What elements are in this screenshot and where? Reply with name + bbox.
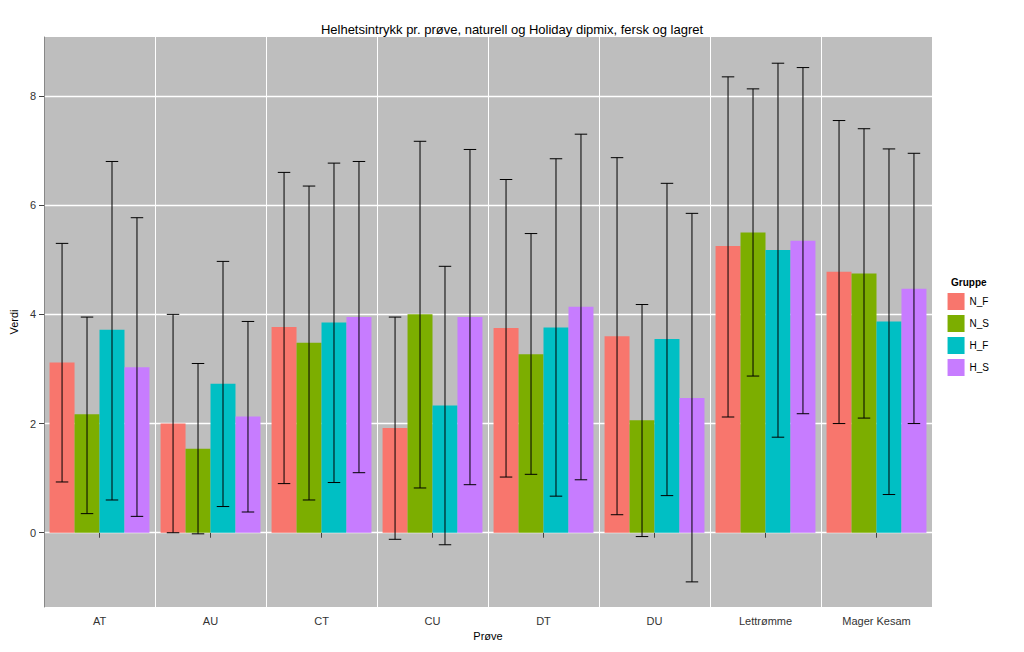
svg-text:Gruppe: Gruppe xyxy=(951,277,987,288)
svg-text:DT: DT xyxy=(536,615,551,627)
svg-text:AT: AT xyxy=(93,615,107,627)
svg-text:CT: CT xyxy=(314,615,329,627)
svg-text:N_S: N_S xyxy=(970,318,990,329)
svg-text:H_F: H_F xyxy=(970,340,989,351)
svg-text:0: 0 xyxy=(30,527,36,539)
svg-text:N_F: N_F xyxy=(970,296,989,307)
svg-text:6: 6 xyxy=(30,199,36,211)
svg-text:H_S: H_S xyxy=(970,362,990,373)
svg-text:Lettrømme: Lettrømme xyxy=(739,615,792,627)
svg-text:AU: AU xyxy=(203,615,218,627)
svg-text:8: 8 xyxy=(30,90,36,102)
svg-text:Helhetsintrykk pr. prøve, natu: Helhetsintrykk pr. prøve, naturell og Ho… xyxy=(321,22,704,37)
svg-text:DU: DU xyxy=(647,615,663,627)
svg-text:Mager Kesam: Mager Kesam xyxy=(842,615,910,627)
svg-text:Prøve: Prøve xyxy=(473,630,502,642)
svg-text:Verdi: Verdi xyxy=(8,309,20,334)
svg-text:2: 2 xyxy=(30,418,36,430)
svg-text:CU: CU xyxy=(425,615,441,627)
svg-text:4: 4 xyxy=(30,308,36,320)
